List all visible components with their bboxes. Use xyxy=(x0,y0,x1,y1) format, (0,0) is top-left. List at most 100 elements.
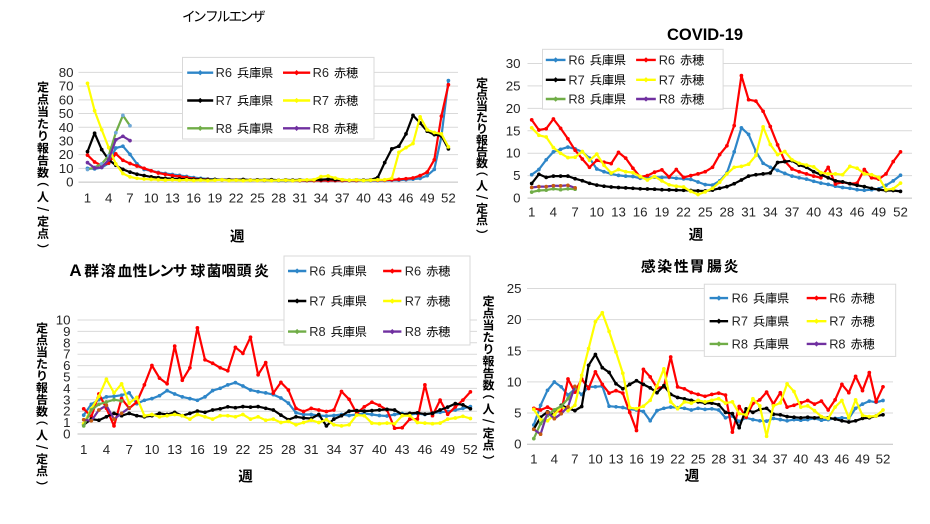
svg-text:70: 70 xyxy=(59,79,74,94)
svg-text:37: 37 xyxy=(773,452,788,467)
svg-text:22: 22 xyxy=(236,442,251,457)
svg-text:25: 25 xyxy=(250,191,265,206)
svg-text:43: 43 xyxy=(814,452,829,467)
svg-text:13: 13 xyxy=(611,205,626,220)
svg-text:4: 4 xyxy=(63,381,70,396)
svg-text:22: 22 xyxy=(670,452,685,467)
svg-text:40: 40 xyxy=(59,120,74,135)
svg-text:0: 0 xyxy=(513,191,520,206)
svg-text:R7: R7 xyxy=(732,314,748,329)
svg-text:40: 40 xyxy=(356,191,371,206)
svg-text:6: 6 xyxy=(63,358,70,373)
svg-text:0: 0 xyxy=(66,175,73,190)
svg-text:16: 16 xyxy=(190,442,205,457)
svg-text:R6: R6 xyxy=(216,65,232,80)
svg-text:10: 10 xyxy=(144,191,159,206)
svg-text:16: 16 xyxy=(186,191,201,206)
svg-text:10: 10 xyxy=(589,205,604,220)
svg-text:49: 49 xyxy=(440,442,455,457)
svg-text:31: 31 xyxy=(292,191,307,206)
svg-text:46: 46 xyxy=(850,205,865,220)
svg-text:40: 40 xyxy=(806,205,821,220)
svg-text:46: 46 xyxy=(418,442,433,457)
svg-text:0: 0 xyxy=(63,427,70,442)
svg-text:28: 28 xyxy=(281,442,296,457)
svg-text:R7: R7 xyxy=(659,72,675,87)
svg-text:34: 34 xyxy=(314,191,329,206)
svg-text:15: 15 xyxy=(506,123,521,138)
svg-text:1: 1 xyxy=(530,452,537,467)
svg-text:60: 60 xyxy=(59,92,74,107)
svg-text:52: 52 xyxy=(441,191,456,206)
svg-text:R6: R6 xyxy=(309,264,325,279)
svg-text:R6: R6 xyxy=(829,291,845,306)
svg-text:R7: R7 xyxy=(216,93,232,108)
svg-text:16: 16 xyxy=(633,205,648,220)
svg-text:10: 10 xyxy=(59,161,74,176)
svg-text:10: 10 xyxy=(56,313,71,328)
svg-text:R8: R8 xyxy=(829,336,845,351)
svg-text:7: 7 xyxy=(63,347,70,362)
svg-text:22: 22 xyxy=(229,191,244,206)
svg-text:19: 19 xyxy=(654,205,669,220)
svg-text:R7: R7 xyxy=(829,314,845,329)
svg-text:40: 40 xyxy=(372,442,387,457)
svg-text:20: 20 xyxy=(507,312,522,327)
svg-text:49: 49 xyxy=(871,205,886,220)
svg-text:R7: R7 xyxy=(405,294,421,309)
svg-text:1: 1 xyxy=(63,415,70,430)
svg-text:7: 7 xyxy=(126,191,133,206)
svg-text:25: 25 xyxy=(691,452,706,467)
svg-text:40: 40 xyxy=(793,452,808,467)
svg-text:13: 13 xyxy=(167,442,182,457)
svg-text:10: 10 xyxy=(145,442,160,457)
svg-text:4: 4 xyxy=(551,452,558,467)
svg-text:19: 19 xyxy=(207,191,222,206)
svg-text:2: 2 xyxy=(63,404,70,419)
svg-text:R6: R6 xyxy=(313,65,329,80)
svg-text:31: 31 xyxy=(304,442,319,457)
svg-text:25: 25 xyxy=(506,78,521,93)
svg-text:19: 19 xyxy=(213,442,228,457)
svg-text:R6: R6 xyxy=(568,52,584,67)
svg-text:1: 1 xyxy=(84,191,91,206)
svg-text:13: 13 xyxy=(609,452,624,467)
svg-text:16: 16 xyxy=(629,452,644,467)
svg-text:R8: R8 xyxy=(313,121,329,136)
svg-text:4: 4 xyxy=(103,442,110,457)
svg-text:37: 37 xyxy=(785,205,800,220)
svg-text:28: 28 xyxy=(271,191,286,206)
svg-text:4: 4 xyxy=(105,191,112,206)
svg-text:43: 43 xyxy=(377,191,392,206)
svg-text:34: 34 xyxy=(763,205,778,220)
svg-text:R8: R8 xyxy=(568,92,584,107)
svg-text:52: 52 xyxy=(876,452,891,467)
svg-text:31: 31 xyxy=(732,452,747,467)
svg-text:20: 20 xyxy=(506,101,521,116)
svg-text:49: 49 xyxy=(855,452,870,467)
svg-text:30: 30 xyxy=(506,56,521,71)
svg-text:1: 1 xyxy=(80,442,87,457)
svg-text:5: 5 xyxy=(514,406,521,421)
svg-text:8: 8 xyxy=(63,335,70,350)
svg-text:46: 46 xyxy=(835,452,850,467)
svg-text:10: 10 xyxy=(507,374,522,389)
svg-text:50: 50 xyxy=(59,106,74,121)
svg-text:7: 7 xyxy=(571,205,578,220)
svg-text:R7: R7 xyxy=(568,72,584,87)
svg-text:37: 37 xyxy=(335,191,350,206)
svg-text:28: 28 xyxy=(711,452,726,467)
svg-text:0: 0 xyxy=(514,437,521,452)
svg-text:10: 10 xyxy=(588,452,603,467)
svg-text:A: A xyxy=(69,261,81,280)
svg-text:R6: R6 xyxy=(405,264,421,279)
svg-text:30: 30 xyxy=(59,133,74,148)
svg-text:22: 22 xyxy=(676,205,691,220)
svg-text:7: 7 xyxy=(125,442,132,457)
svg-text:52: 52 xyxy=(893,205,908,220)
svg-text:R8: R8 xyxy=(659,92,675,107)
svg-text:34: 34 xyxy=(327,442,342,457)
svg-text:COVID-19: COVID-19 xyxy=(667,26,743,44)
svg-text:R6: R6 xyxy=(659,52,675,67)
svg-text:9: 9 xyxy=(63,324,70,339)
